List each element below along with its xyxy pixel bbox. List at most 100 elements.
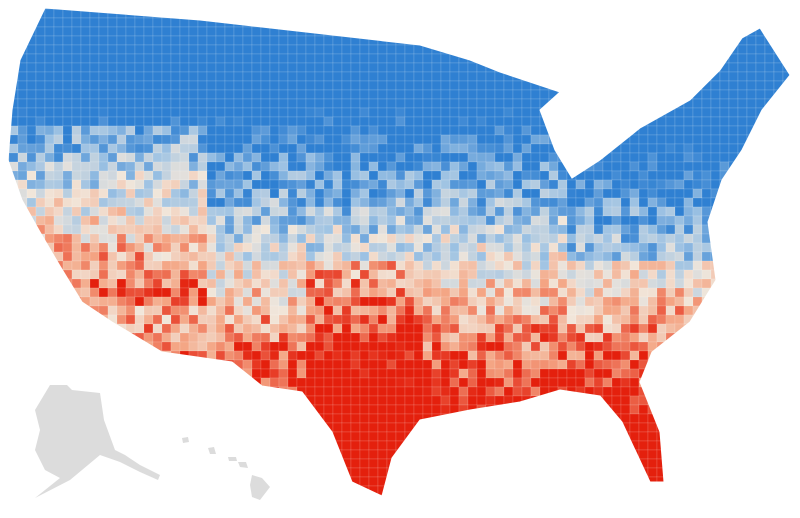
county-cell [557,368,568,379]
county-cell [683,368,694,379]
county-cell [35,170,46,181]
county-cell [395,368,406,379]
county-cell [764,413,775,424]
county-cell [719,413,730,424]
county-cell [278,224,289,235]
county-cell [8,215,19,226]
county-cell [341,278,352,289]
county-cell [107,377,118,388]
county-cell [188,350,199,361]
county-cell [260,323,271,334]
county-cell [233,179,244,190]
county-cell [359,80,370,91]
county-cell [467,296,478,307]
county-cell [26,458,37,469]
county-cell [647,125,658,136]
county-cell [530,431,541,442]
county-cell [792,306,800,315]
county-cell [773,476,784,487]
county-cell [287,251,298,262]
county-cell [332,476,343,487]
county-cell [287,170,298,181]
county-cell [476,89,487,100]
county-cell [602,476,613,487]
county-cell [8,98,10,109]
county-cell [656,26,667,37]
county-cell [71,98,82,109]
county-cell [206,431,217,442]
county-cell [521,386,532,397]
county-cell [728,323,739,334]
county-cell [575,413,586,424]
county-cell [485,377,496,388]
county-cell [512,233,523,244]
county-cell [512,206,523,217]
county-cell [341,323,352,334]
county-cell [359,215,370,226]
county-cell [548,305,559,316]
county-cell [170,53,181,64]
county-cell [494,413,505,424]
county-cell [89,314,100,325]
county-cell [8,404,19,415]
county-cell [458,422,469,433]
county-cell [332,8,343,19]
county-cell [413,98,424,109]
county-cell [116,422,127,433]
county-cell [530,206,541,217]
county-cell [224,350,235,361]
county-cell [530,35,541,46]
county-cell [233,215,244,226]
county-cell [458,62,469,73]
county-cell [278,287,289,298]
county-cell [224,377,235,388]
county-cell [323,188,334,199]
county-cell [71,377,82,388]
county-cell [449,377,460,388]
county-cell [440,404,451,415]
county-cell [656,62,667,73]
county-cell [449,8,460,10]
county-cell [377,233,388,244]
county-cell [701,26,712,37]
county-cell [683,152,694,163]
county-cell [746,8,757,19]
county-cell [485,494,496,496]
county-cell [35,8,46,10]
county-cell [638,341,649,352]
county-cell [665,8,676,10]
county-cell [386,359,397,370]
county-cell [728,62,739,73]
county-cell [638,305,649,316]
county-cell [602,404,613,415]
county-cell [665,494,676,496]
county-cell [773,449,784,460]
county-cell [710,296,721,307]
county-cell [386,422,397,433]
county-cell [404,206,415,217]
county-cell [422,476,433,487]
county-cell [17,98,28,109]
county-cell [404,458,415,469]
county-cell [764,71,775,82]
county-cell [503,314,514,325]
county-cell [170,431,181,442]
county-cell [701,368,712,379]
county-cell [80,35,91,46]
county-cell [656,224,667,235]
county-cell [17,26,28,37]
county-cell [548,287,559,298]
county-cell [503,80,514,91]
county-cell [71,206,82,217]
county-cell [719,278,730,289]
county-cell [26,8,37,19]
county-cell [575,467,586,478]
county-cell [269,467,280,478]
county-cell [359,89,370,100]
county-cell [80,476,91,487]
county-cell [242,386,253,397]
county-cell [773,224,784,235]
county-cell [539,332,550,343]
county-cell [44,332,55,343]
county-cell [584,170,595,181]
